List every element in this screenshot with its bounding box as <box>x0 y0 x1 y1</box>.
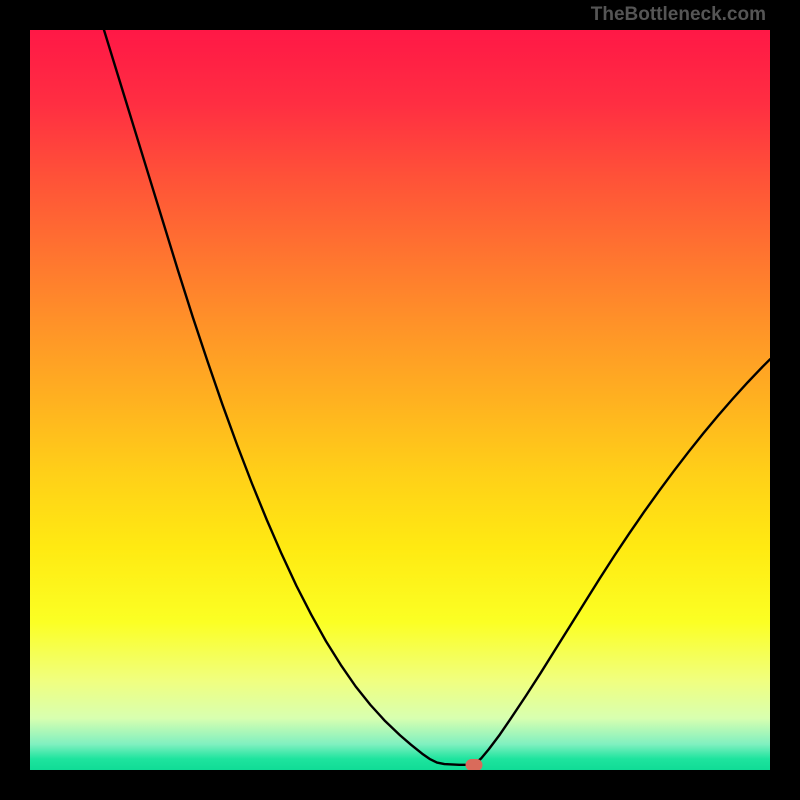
bottleneck-curve <box>30 30 770 770</box>
optimum-marker <box>466 759 483 770</box>
chart-frame: TheBottleneck.com <box>0 0 800 800</box>
watermark-text: TheBottleneck.com <box>591 4 766 26</box>
plot-area <box>30 30 770 770</box>
